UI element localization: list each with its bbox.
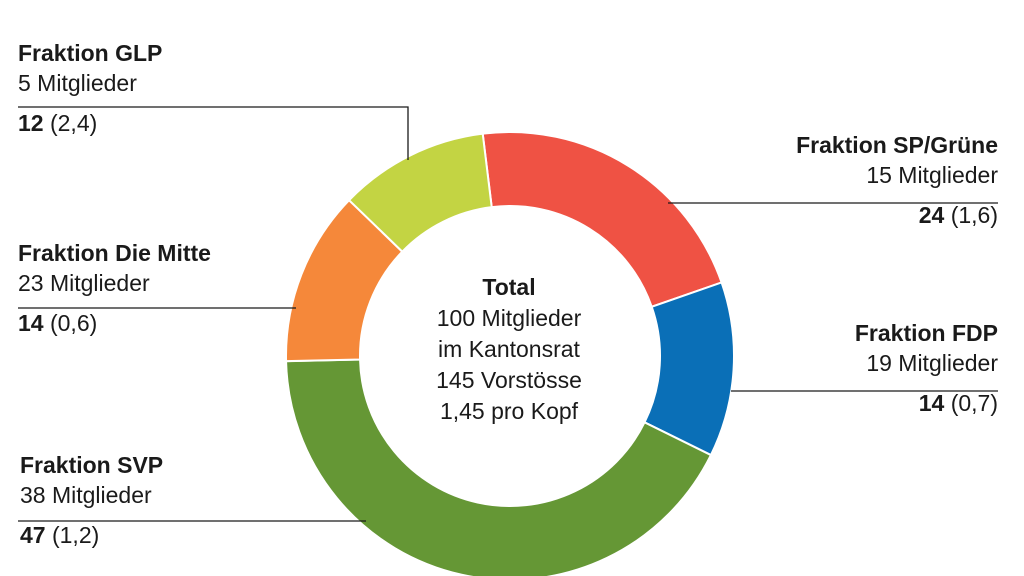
center-line-vorstoesse: 145 Vorstösse [436, 367, 582, 393]
label-glp-value: 12 [18, 110, 44, 136]
label-fdp: Fraktion FDP 19 Mitglieder 14 (0,7) [855, 318, 998, 418]
label-svp-name: Fraktion SVP [20, 452, 164, 478]
label-sp-gruene-stat: 24 (1,6) [796, 200, 998, 230]
slice-svp [285, 358, 713, 576]
label-glp-members: 5 Mitglieder [18, 70, 137, 96]
center-title: Total [482, 274, 536, 300]
label-fdp-per-head: (0,7) [950, 390, 998, 416]
label-fdp-stat: 14 (0,7) [855, 388, 998, 418]
label-fdp-value: 14 [918, 390, 945, 416]
label-sp-gruene: Fraktion SP/Grüne 15 Mitglieder 24 (1,6) [796, 130, 998, 230]
label-svp-per-head: (1,2) [51, 522, 100, 548]
center-line-pro-kopf: 1,45 pro Kopf [439, 398, 579, 424]
center-line-kantonsrat: im Kantonsrat [438, 336, 580, 362]
label-glp: Fraktion GLP 5 Mitglieder 12 (2,4) [18, 38, 162, 138]
slice-glp [347, 132, 493, 254]
label-svp: Fraktion SVP 38 Mitglieder 47 (1,2) [20, 450, 163, 550]
label-mitte-members: 23 Mitglieder [18, 270, 150, 296]
leader-glp [18, 106, 409, 160]
center-summary: Total 100 Mitglieder im Kantonsrat 145 V… [384, 272, 634, 427]
label-mitte-stat: 14 (0,6) [18, 308, 211, 338]
label-glp-stat: 12 (2,4) [18, 108, 162, 138]
label-glp-per-head: (2,4) [49, 110, 98, 136]
label-mitte-name: Fraktion Die Mitte [18, 240, 211, 266]
label-sp-gruene-name: Fraktion SP/Grüne [796, 132, 998, 158]
label-svp-value: 47 [20, 522, 46, 548]
label-mitte-value: 14 [18, 310, 44, 336]
slice-sp-gruene [481, 131, 723, 309]
label-fdp-name: Fraktion FDP [854, 320, 998, 346]
center-line-members: 100 Mitglieder [436, 305, 582, 331]
label-mitte-per-head: (0,6) [49, 310, 98, 336]
label-glp-name: Fraktion GLP [18, 40, 163, 66]
label-fdp-members: 19 Mitglieder [866, 350, 998, 376]
label-sp-gruene-members: 15 Mitglieder [866, 162, 998, 188]
label-svp-stat: 47 (1,2) [20, 520, 163, 550]
label-mitte: Fraktion Die Mitte 23 Mitglieder 14 (0,6… [18, 238, 211, 338]
label-svp-members: 38 Mitglieder [20, 482, 152, 508]
label-sp-gruene-value: 24 [918, 202, 945, 228]
label-sp-gruene-per-head: (1,6) [950, 202, 998, 228]
